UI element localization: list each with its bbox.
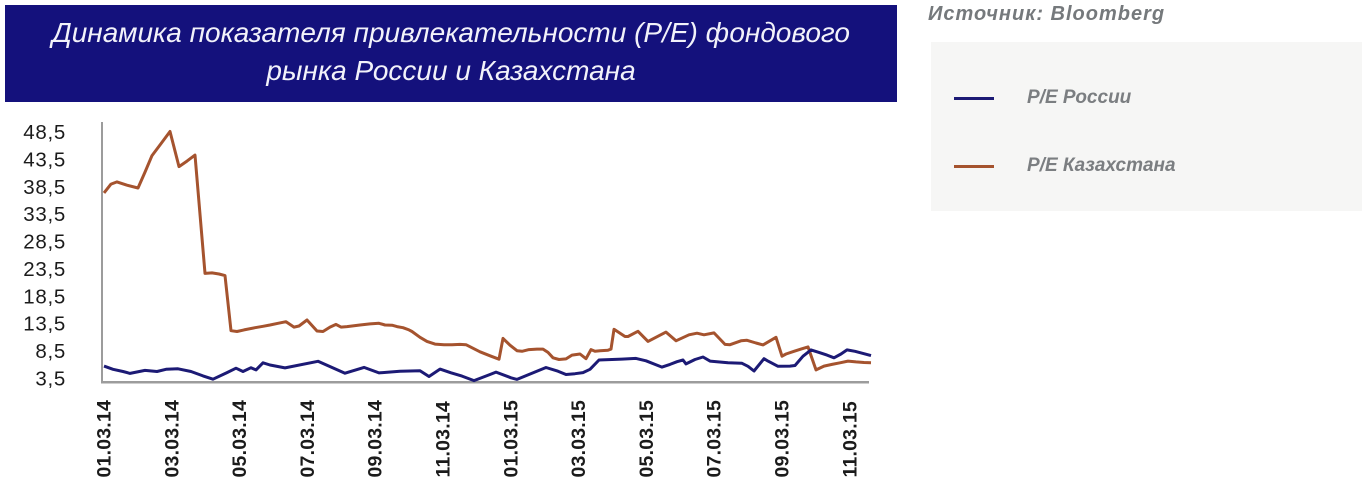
svg-text:01.03.14: 01.03.14: [94, 400, 116, 478]
svg-text:01.03.15: 01.03.15: [500, 400, 522, 478]
svg-text:23,5: 23,5: [23, 258, 66, 281]
svg-text:13,5: 13,5: [23, 313, 66, 336]
svg-text:07.03.14: 07.03.14: [297, 400, 319, 478]
svg-text:48,5: 48,5: [23, 121, 66, 144]
svg-text:05.03.15: 05.03.15: [636, 400, 658, 478]
svg-text:09.03.14: 09.03.14: [365, 400, 387, 478]
svg-text:33,5: 33,5: [23, 203, 66, 226]
svg-text:03.03.15: 03.03.15: [568, 400, 590, 478]
svg-text:3,5: 3,5: [35, 367, 66, 390]
svg-text:28,5: 28,5: [23, 231, 66, 254]
svg-text:11.03.14: 11.03.14: [433, 401, 455, 477]
svg-text:07.03.15: 07.03.15: [704, 400, 726, 478]
svg-text:05.03.14: 05.03.14: [229, 400, 251, 478]
svg-text:03.03.14: 03.03.14: [161, 400, 183, 478]
svg-text:09.03.15: 09.03.15: [772, 400, 794, 478]
svg-text:8,5: 8,5: [35, 340, 66, 363]
svg-text:18,5: 18,5: [23, 285, 66, 308]
svg-text:43,5: 43,5: [23, 149, 66, 172]
svg-text:38,5: 38,5: [23, 176, 66, 199]
svg-text:11.03.15: 11.03.15: [839, 401, 861, 477]
